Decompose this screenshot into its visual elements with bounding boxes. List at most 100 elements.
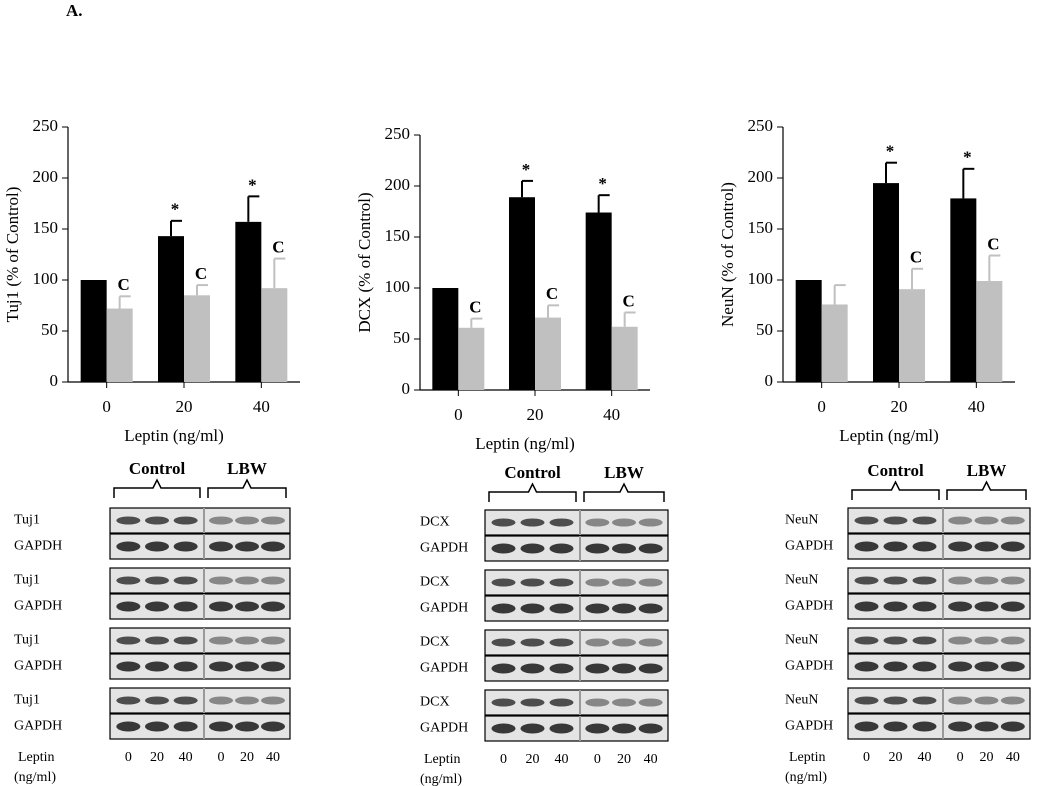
x-tick-label: 40 (253, 397, 270, 416)
blot-band (612, 603, 636, 614)
blot-band (1000, 576, 1025, 585)
y-tick-label: 50 (756, 320, 773, 339)
blot-band (145, 541, 169, 552)
blot-row-label: GAPDH (14, 539, 62, 554)
blot-band (235, 696, 259, 705)
error-bar (118, 295, 131, 309)
blot-band (854, 661, 879, 672)
lane-label: 0 (500, 752, 507, 767)
blot-band (883, 601, 908, 612)
blot-band (585, 663, 610, 674)
blot-band (173, 661, 198, 672)
blot-band (491, 543, 516, 554)
blot-band (145, 601, 169, 612)
group-bracket (207, 478, 287, 498)
blot-band (912, 516, 937, 525)
blot-band (948, 696, 973, 705)
blot-band (116, 516, 141, 525)
lane-label: 0 (125, 750, 132, 765)
significance-marker: * (963, 148, 972, 167)
lane-label: 20 (889, 750, 903, 765)
blot-band (491, 518, 516, 527)
significance-marker: C (910, 248, 922, 267)
blot-row-label: DCX (420, 575, 450, 590)
footer-label: Leptin (789, 750, 826, 765)
x-tick-label: 40 (968, 397, 985, 416)
lane-label: 20 (526, 752, 540, 767)
blot-strip (847, 593, 1031, 620)
blot-row-label: NeuN (785, 573, 818, 588)
y-tick-label: 250 (33, 116, 59, 135)
blot-band (173, 516, 198, 525)
lane-label: 40 (1006, 750, 1020, 765)
blot-band (585, 638, 610, 647)
blot-band (612, 663, 636, 674)
blot-band (261, 636, 285, 645)
footer-label: Leptin (18, 750, 55, 765)
group-bracket (946, 480, 1027, 500)
blot-band (173, 696, 198, 705)
blot-band (854, 721, 879, 732)
x-axis-label: Leptin (ng/ml) (839, 426, 939, 445)
blot-band (116, 696, 141, 705)
blot-band (948, 721, 973, 732)
blot-band (854, 636, 879, 645)
blot-band (145, 696, 169, 705)
lane-label: 0 (594, 752, 601, 767)
blot-row-label: GAPDH (14, 599, 62, 614)
blot-band (1000, 661, 1025, 672)
blot-band (585, 603, 610, 614)
blot-band (235, 516, 259, 525)
group-label: Control (867, 461, 924, 480)
blot-band (912, 636, 937, 645)
blot-band (854, 576, 879, 585)
blot-band (638, 638, 663, 647)
blot-band (585, 698, 610, 707)
blot-band (209, 636, 233, 645)
lane-label: 40 (266, 750, 280, 765)
blot-band (549, 543, 574, 554)
bar (899, 289, 925, 382)
blot-band (173, 636, 198, 645)
blot-band (549, 578, 574, 587)
blot-band (491, 698, 516, 707)
error-bar (170, 219, 182, 237)
blot-band (235, 721, 259, 732)
bar (106, 308, 133, 382)
blot-row-label: GAPDH (420, 661, 468, 676)
bar (611, 326, 638, 390)
blot-band (173, 576, 198, 585)
blot-band (520, 698, 545, 707)
blot-band (883, 696, 908, 705)
blot-row-label: GAPDH (420, 541, 468, 556)
blot-band (235, 576, 259, 585)
blot-band (549, 698, 574, 707)
lane-label: 0 (218, 750, 225, 765)
blot-band (520, 638, 545, 647)
blot-band (1000, 516, 1025, 525)
significance-marker: * (248, 175, 257, 194)
blot-band (520, 543, 545, 554)
blot-band (974, 661, 999, 672)
bar (235, 221, 262, 382)
blot-band (612, 638, 636, 647)
blot-row-label: DCX (420, 695, 450, 710)
blot-band (585, 578, 610, 587)
lane-label: 20 (980, 750, 994, 765)
blot-band (261, 661, 285, 672)
blot-band (974, 721, 999, 732)
blot-band (612, 723, 636, 734)
blot-band (549, 603, 574, 614)
error-bar (988, 254, 1001, 282)
bar (158, 236, 184, 382)
blot-band (883, 721, 908, 732)
blot-band (912, 541, 937, 552)
error-bar (521, 179, 533, 198)
y-tick-label: 250 (748, 116, 774, 135)
bar (795, 280, 822, 382)
blot-band (491, 578, 516, 587)
blot-band (491, 603, 516, 614)
error-bar (597, 194, 610, 213)
blot-band (209, 696, 233, 705)
significance-marker: C (469, 298, 481, 317)
